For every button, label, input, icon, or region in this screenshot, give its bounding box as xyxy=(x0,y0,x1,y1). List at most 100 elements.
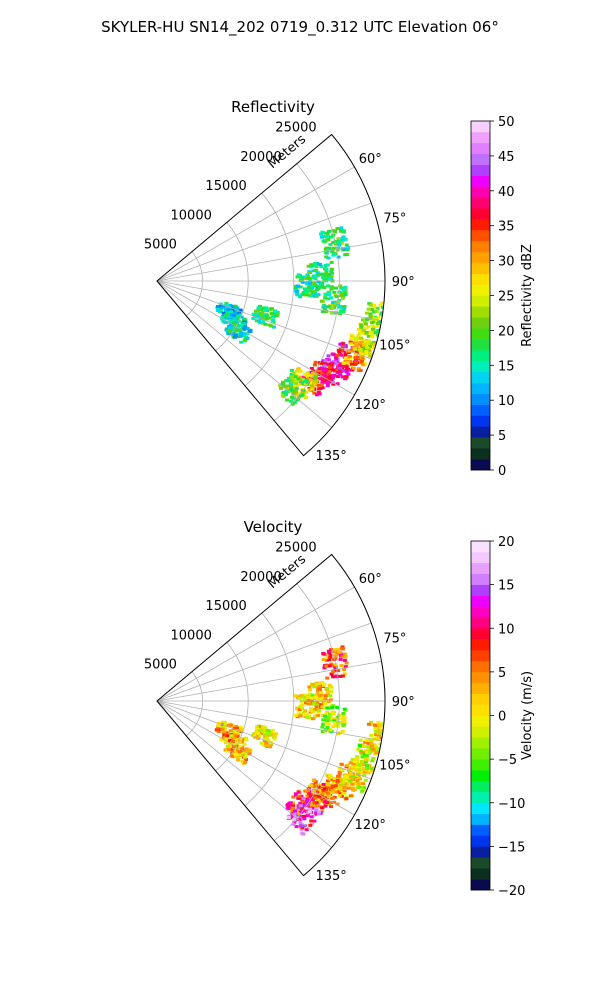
echo-cell xyxy=(319,299,324,303)
echo-cell xyxy=(239,331,244,335)
echo-cell xyxy=(308,372,313,376)
echo-cell xyxy=(257,729,262,733)
colorbar-segment xyxy=(471,704,490,716)
echo-cell xyxy=(340,291,345,295)
echo-cell xyxy=(278,384,283,388)
echo-cell xyxy=(366,325,371,329)
echo-cell xyxy=(239,340,244,344)
echo-cell xyxy=(309,263,314,267)
echo-cell xyxy=(296,790,301,794)
echo-cell xyxy=(325,692,330,696)
echo-cell xyxy=(297,812,302,816)
echo-cell xyxy=(317,693,322,697)
echo-cell xyxy=(316,286,321,290)
echo-cell xyxy=(308,378,313,382)
echo-cluster xyxy=(360,720,384,755)
echo-cell xyxy=(322,785,327,789)
echo-cell xyxy=(327,658,332,662)
echo-cell xyxy=(365,341,370,345)
echo-cell xyxy=(308,381,313,385)
echo-cell xyxy=(289,816,294,820)
echo-cell xyxy=(289,375,294,379)
echo-cell xyxy=(328,694,333,698)
echo-cell xyxy=(330,710,335,714)
echo-cell xyxy=(366,771,371,775)
echo-cell xyxy=(291,801,296,805)
echo-cell xyxy=(316,689,321,693)
echo-cell xyxy=(327,370,332,374)
colorbar-segment xyxy=(471,371,490,384)
echo-cell xyxy=(366,339,371,343)
echo-cell xyxy=(317,367,322,371)
echo-cell xyxy=(291,822,296,826)
azimuth-tick-label: 90° xyxy=(392,695,415,710)
echo-cell xyxy=(332,719,337,723)
echo-cell xyxy=(346,785,351,789)
echo-cell xyxy=(320,725,325,729)
echo-cell xyxy=(251,312,256,316)
echo-cell xyxy=(309,367,314,371)
echo-cell xyxy=(360,743,365,747)
echo-cell xyxy=(367,344,372,348)
echo-cell xyxy=(339,286,344,290)
echo-cell xyxy=(363,322,368,326)
echo-cell xyxy=(300,380,305,384)
echo-cell xyxy=(314,288,319,292)
echo-cell xyxy=(297,794,302,798)
echo-cell xyxy=(336,669,341,673)
echo-cell xyxy=(314,808,319,812)
echo-cell xyxy=(337,239,342,243)
echo-cell xyxy=(342,789,347,793)
echo-cell xyxy=(335,706,340,710)
echo-cell xyxy=(355,355,360,359)
echo-cell xyxy=(341,247,346,251)
echo-cell xyxy=(300,806,305,810)
echo-cell xyxy=(305,799,310,803)
echo-cell xyxy=(377,724,382,728)
echo-cell xyxy=(353,339,358,343)
echo-cell xyxy=(240,759,245,763)
echo-cell xyxy=(326,354,331,358)
echo-cell xyxy=(224,313,229,317)
echo-cell xyxy=(260,310,265,314)
echo-cell xyxy=(318,703,323,707)
echo-cell xyxy=(301,695,306,699)
echo-cell xyxy=(305,282,310,286)
echo-cell xyxy=(301,800,306,804)
echo-cell xyxy=(263,733,268,737)
echo-cell xyxy=(366,348,371,352)
echo-cell xyxy=(331,780,336,784)
echo-cell xyxy=(324,374,329,378)
echo-cell xyxy=(374,751,379,755)
echo-cell xyxy=(306,264,311,268)
echo-cell xyxy=(300,280,305,284)
echo-cell xyxy=(303,824,308,828)
echo-cell xyxy=(330,717,335,721)
echo-cell xyxy=(338,786,343,790)
azimuth-tick-label: 135° xyxy=(315,449,346,464)
echo-cell xyxy=(337,362,342,366)
echo-cell xyxy=(326,272,331,276)
echo-cell xyxy=(233,329,238,333)
echo-cell xyxy=(341,714,346,718)
azimuth-gridline xyxy=(156,280,355,396)
echo-cell xyxy=(340,645,345,649)
echo-cell xyxy=(267,316,272,320)
echo-cell xyxy=(327,375,332,379)
echo-cell xyxy=(221,311,226,315)
echo-cell xyxy=(335,786,340,790)
echo-cell xyxy=(298,295,303,299)
echo-cell xyxy=(293,400,298,404)
echo-cell xyxy=(346,786,351,790)
echo-cell xyxy=(323,247,328,251)
echo-cell xyxy=(216,305,221,309)
echo-cell xyxy=(349,771,354,775)
echo-cell xyxy=(366,334,371,338)
echo-cell xyxy=(270,312,275,316)
echo-cell xyxy=(233,729,238,733)
colorbar-segment xyxy=(471,617,490,629)
echo-cell xyxy=(329,235,334,239)
echo-cell xyxy=(373,726,378,730)
echo-cell xyxy=(256,731,261,735)
echo-cell xyxy=(319,265,324,269)
